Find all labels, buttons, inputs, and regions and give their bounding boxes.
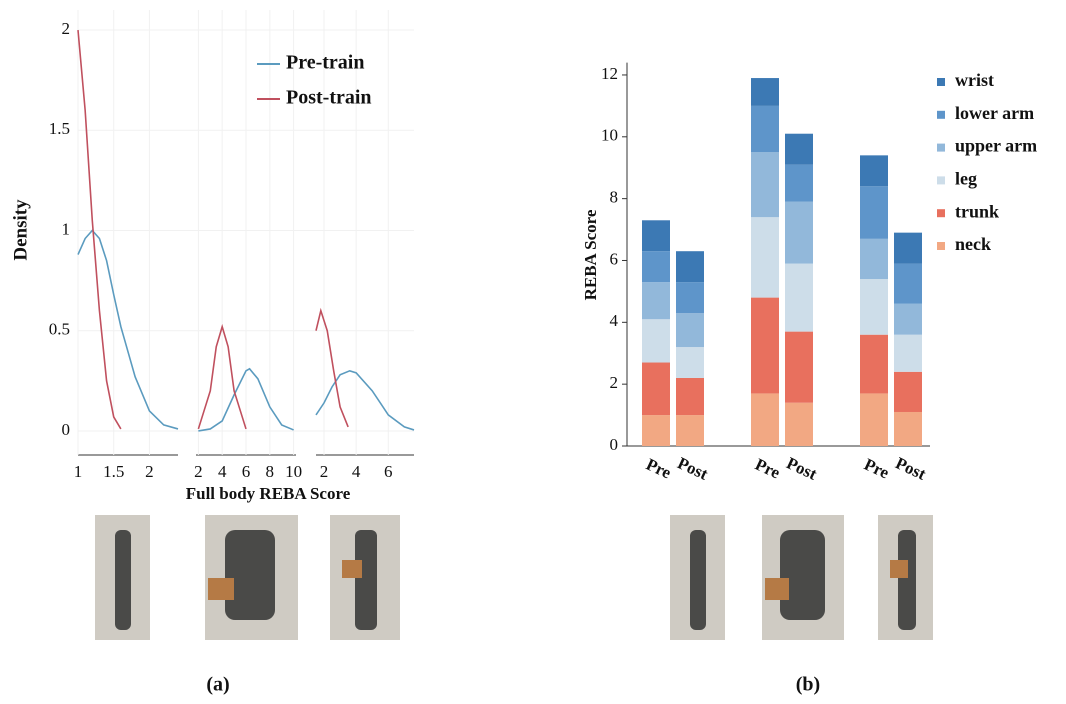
legend-label: Pre-train — [286, 52, 365, 74]
legend-label: neck — [955, 234, 991, 254]
bar-segment — [751, 78, 779, 106]
x-tick-label: 2 — [320, 462, 329, 481]
x-tick-label: Post — [784, 453, 821, 484]
x-tick-label: 4 — [218, 462, 227, 481]
x-tick-label: 2 — [194, 462, 203, 481]
bar-segment — [676, 251, 704, 283]
legend-swatch — [937, 242, 945, 250]
legend-label: wrist — [955, 70, 994, 90]
y-tick-label: 0 — [62, 420, 71, 439]
y-tick-label: 2 — [62, 19, 71, 38]
y-tick-label: 8 — [610, 188, 619, 207]
x-tick-label: 2 — [145, 462, 154, 481]
bar-segment — [860, 238, 888, 280]
x-tick-label: 6 — [384, 462, 393, 481]
x-tick-label: 8 — [266, 462, 275, 481]
bar-segment — [676, 313, 704, 348]
y-tick-label: 1.5 — [49, 119, 70, 138]
x-tick-label: 1 — [74, 462, 83, 481]
density-line — [315, 369, 415, 431]
legend-swatch — [937, 143, 945, 152]
bar-segment — [894, 411, 922, 446]
bar-segment — [860, 279, 888, 335]
bar-segment — [751, 217, 779, 298]
bar-segment — [785, 164, 813, 202]
y-tick-label: 12 — [601, 64, 618, 83]
bar-segment — [785, 263, 813, 332]
bar-segment — [642, 282, 670, 320]
bar-segment — [751, 152, 779, 218]
bar-segment — [676, 347, 704, 378]
x-tick-label: Pre — [643, 455, 674, 483]
legend-label: Post-train — [286, 87, 372, 109]
bar-segment — [860, 334, 888, 394]
bar-segment — [676, 415, 704, 446]
bar-segment — [676, 282, 704, 314]
legend-label: upper arm — [955, 136, 1037, 156]
bar-segment — [860, 393, 888, 446]
x-tick-label: Post — [675, 453, 712, 484]
bar-segment — [785, 402, 813, 446]
x-tick-label: 10 — [285, 462, 302, 481]
y-tick-label: 4 — [610, 311, 619, 330]
density-line — [77, 29, 122, 430]
legend-swatch — [937, 176, 945, 185]
bar-segment — [785, 133, 813, 165]
bar-segment — [894, 263, 922, 304]
bar-segment — [785, 201, 813, 264]
y-tick-label: 10 — [601, 126, 618, 145]
x-tick-label: 1.5 — [103, 462, 124, 481]
x-tick-label: Post — [893, 453, 930, 484]
caption: (b) — [796, 674, 820, 696]
legend-label: leg — [955, 169, 977, 189]
legend-swatch — [937, 78, 945, 86]
y-tick-label: 0.5 — [49, 320, 70, 339]
bar-segment — [785, 331, 813, 403]
bar-segment — [751, 297, 779, 394]
y-tick-label: 2 — [610, 373, 619, 392]
legend-swatch — [937, 209, 945, 218]
bar-segment — [676, 377, 704, 416]
bar-segment — [642, 220, 670, 252]
y-tick-label: 1 — [62, 219, 71, 238]
bar-segment — [642, 362, 670, 416]
density-line — [77, 229, 179, 430]
caption: (a) — [206, 674, 229, 696]
x-axis-label: Full body REBA Score — [186, 484, 351, 503]
x-tick-label: 4 — [352, 462, 361, 481]
bar-segment — [642, 251, 670, 283]
x-tick-label: Pre — [861, 455, 892, 483]
x-tick-label: Pre — [752, 455, 783, 483]
bar-segment — [751, 105, 779, 153]
bar-segment — [894, 334, 922, 372]
bar-segment — [860, 155, 888, 187]
bar-segment — [642, 415, 670, 446]
x-tick-label: 6 — [242, 462, 251, 481]
legend-label: lower arm — [955, 103, 1034, 123]
bar-segment — [860, 186, 888, 239]
bar-segment — [894, 371, 922, 412]
density-line — [197, 323, 247, 430]
y-tick-label: 6 — [610, 249, 619, 268]
legend-label: trunk — [955, 201, 999, 221]
y-axis-label: REBA Score — [581, 209, 600, 300]
y-tick-label: 0 — [610, 435, 619, 454]
photos — [95, 515, 933, 640]
legend-swatch — [937, 110, 945, 119]
y-axis-label: Density — [10, 199, 31, 261]
density-line — [315, 307, 349, 428]
density-line — [198, 367, 294, 432]
bar-segment — [642, 319, 670, 363]
bar-segment — [751, 393, 779, 446]
bar-segment — [894, 232, 922, 264]
bar-segment — [894, 303, 922, 335]
